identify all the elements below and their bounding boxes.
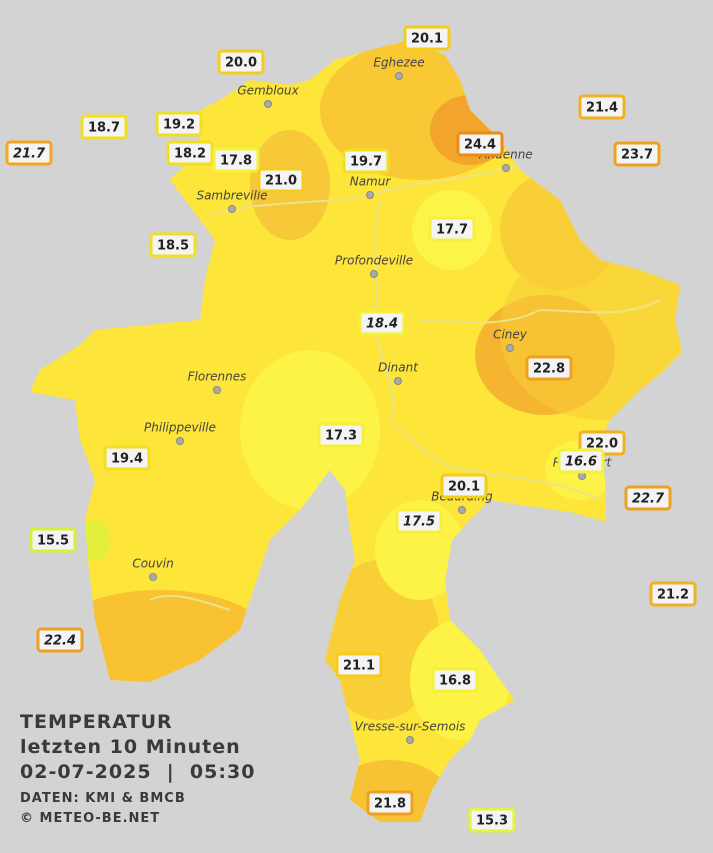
station-value: 23.7	[621, 148, 653, 163]
city-name: Namur	[350, 175, 392, 189]
caption-site: © METEO-BE.NET	[20, 811, 161, 826]
city-dot	[578, 472, 586, 480]
station-value: 17.8	[220, 154, 252, 169]
station-value: 20.1	[448, 480, 480, 495]
caption-period: letzten 10 Minuten	[20, 736, 241, 758]
city-dot	[176, 437, 184, 445]
station-value: 21.7	[13, 147, 46, 162]
city-name: Philippeville	[144, 421, 216, 435]
city-dot	[149, 573, 157, 581]
city-dot	[370, 270, 378, 278]
city-name: Florennes	[188, 370, 247, 384]
station-value: 17.7	[436, 223, 468, 238]
caption-datetime: 02-07-2025 | 05:30	[20, 761, 256, 783]
station-box	[525, 355, 573, 381]
station-box	[29, 527, 77, 553]
station-box	[395, 508, 443, 534]
station-value: 24.4	[464, 138, 496, 153]
station-value: 19.2	[163, 118, 195, 133]
station-value: 19.4	[111, 452, 143, 467]
station-value: 18.5	[157, 239, 189, 254]
station-box	[428, 216, 476, 242]
station-value: 15.5	[37, 534, 69, 549]
station-box	[166, 140, 214, 166]
station-value: 21.2	[657, 588, 689, 603]
station-value: 18.2	[174, 147, 206, 162]
station-value: 22.4	[44, 634, 76, 649]
station-box	[149, 232, 197, 258]
station-box	[212, 147, 260, 173]
station-box	[468, 807, 516, 833]
station-value: 20.1	[411, 32, 443, 47]
city-dot	[502, 164, 510, 172]
station-box	[578, 94, 626, 120]
station-value: 17.5	[403, 515, 435, 530]
station-box	[403, 25, 451, 51]
station-value: 17.3	[325, 429, 357, 444]
station-box	[613, 141, 661, 167]
station-value: 18.4	[366, 317, 398, 332]
station-box	[440, 473, 488, 499]
city-dot	[264, 100, 272, 108]
station-box	[649, 581, 697, 607]
station-value: 21.4	[586, 101, 618, 116]
station-box	[217, 49, 265, 75]
city-dot	[228, 205, 236, 213]
city-name: Couvin	[132, 557, 173, 571]
station-box	[155, 111, 203, 137]
station-value: 15.3	[476, 814, 508, 829]
city-dot	[394, 377, 402, 385]
station-value: 21.1	[343, 659, 375, 674]
station-box	[80, 114, 128, 140]
station-value: 21.8	[374, 797, 406, 812]
station-value: 21.0	[265, 174, 297, 189]
station-value: 22.7	[632, 492, 665, 507]
city-dot	[213, 386, 221, 394]
station-value: 18.7	[88, 121, 120, 136]
station-value: 22.0	[586, 437, 618, 452]
city-name: Sambreville	[196, 189, 267, 203]
station-box	[557, 448, 605, 474]
station-box	[342, 148, 390, 174]
caption-source: DATEN: KMI & BMCB	[20, 791, 186, 806]
station-value: 16.6	[565, 455, 597, 470]
station-box	[431, 667, 479, 693]
city-dot	[366, 191, 374, 199]
city-name: Vresse-sur-Semois	[355, 720, 466, 734]
station-box	[36, 627, 84, 653]
station-box	[335, 652, 383, 678]
station-value: 20.0	[225, 56, 257, 71]
station-value: 16.8	[439, 674, 471, 689]
station-box	[5, 140, 53, 166]
station-value: 19.7	[350, 155, 382, 170]
city-name: Dinant	[378, 361, 419, 375]
city-dot	[406, 736, 414, 744]
city-dot	[506, 344, 514, 352]
caption-title: TEMPERATUR	[20, 711, 173, 733]
station-box	[257, 167, 305, 193]
city-dot	[458, 506, 466, 514]
station-value: 22.8	[533, 362, 565, 377]
station-box	[317, 422, 365, 448]
city-name: Gembloux	[237, 84, 299, 98]
city-dot	[395, 72, 403, 80]
station-box	[366, 790, 414, 816]
city-name: Eghezee	[373, 56, 424, 70]
city-name: Profondeville	[335, 254, 413, 268]
station-box	[456, 131, 504, 157]
station-box	[358, 310, 406, 336]
city-name: Ciney	[493, 328, 528, 342]
station-box	[103, 445, 151, 471]
station-box	[624, 485, 672, 511]
